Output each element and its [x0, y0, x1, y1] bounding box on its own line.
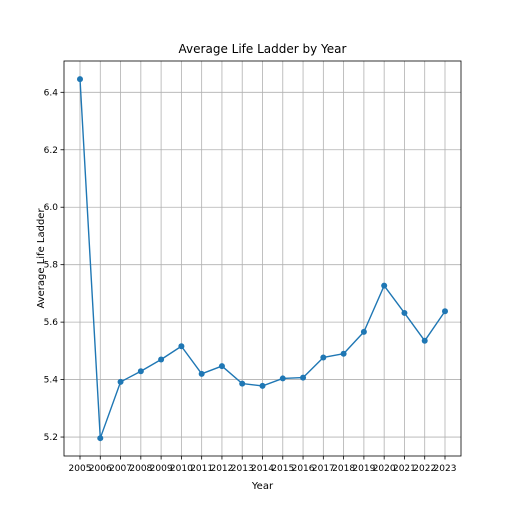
y-tick-label: 5.8 [44, 261, 59, 271]
data-point [401, 309, 408, 316]
x-tick-label: 2015 [271, 464, 294, 474]
marker-layer [77, 76, 448, 442]
data-point [340, 350, 347, 357]
grid-layer [64, 61, 461, 456]
data-point [442, 308, 448, 315]
data-point [77, 76, 83, 83]
x-tick-label: 2022 [413, 464, 436, 474]
data-point [259, 382, 266, 389]
data-point [300, 374, 307, 381]
x-tick-label: 2010 [170, 464, 193, 474]
data-point [178, 343, 185, 350]
data-point [239, 380, 246, 387]
x-tick-label: 2023 [434, 464, 457, 474]
data-point [360, 328, 367, 335]
x-tick-label: 2006 [89, 464, 112, 474]
x-tick-label: 2018 [332, 464, 355, 474]
x-tick-label: 2011 [190, 464, 213, 474]
y-tick-label: 6.2 [44, 146, 58, 156]
tick-layer: 2005200620072008200920102011201220132014… [44, 88, 457, 474]
data-point [198, 370, 205, 377]
data-point [421, 337, 428, 344]
y-axis-title: Average Life Ladder [36, 208, 47, 309]
x-tick-label: 2021 [393, 464, 416, 474]
y-tick-label: 6.0 [44, 203, 59, 213]
x-tick-label: 2017 [312, 464, 335, 474]
x-tick-label: 2007 [109, 464, 132, 474]
y-tick-label: 5.2 [44, 433, 58, 443]
data-point [218, 363, 225, 370]
x-tick-label: 2020 [373, 464, 396, 474]
y-tick-label: 6.4 [44, 88, 59, 98]
x-tick-label: 2016 [292, 464, 315, 474]
y-tick-label: 5.6 [44, 318, 59, 328]
data-point [320, 354, 327, 361]
x-tick-label: 2014 [251, 464, 274, 474]
data-point [158, 356, 165, 363]
x-axis-title: Year [251, 481, 274, 492]
x-tick-label: 2005 [69, 464, 92, 474]
x-tick-label: 2013 [231, 464, 254, 474]
data-point [117, 378, 124, 385]
data-point [97, 435, 104, 442]
x-tick-label: 2008 [129, 464, 152, 474]
data-point [137, 368, 144, 375]
chart-title: Average Life Ladder by Year [179, 42, 347, 56]
x-tick-label: 2019 [352, 464, 375, 474]
data-point [381, 282, 388, 289]
x-tick-label: 2012 [210, 464, 233, 474]
y-tick-label: 5.4 [44, 376, 59, 386]
data-point [279, 375, 286, 382]
x-tick-label: 2009 [150, 464, 173, 474]
